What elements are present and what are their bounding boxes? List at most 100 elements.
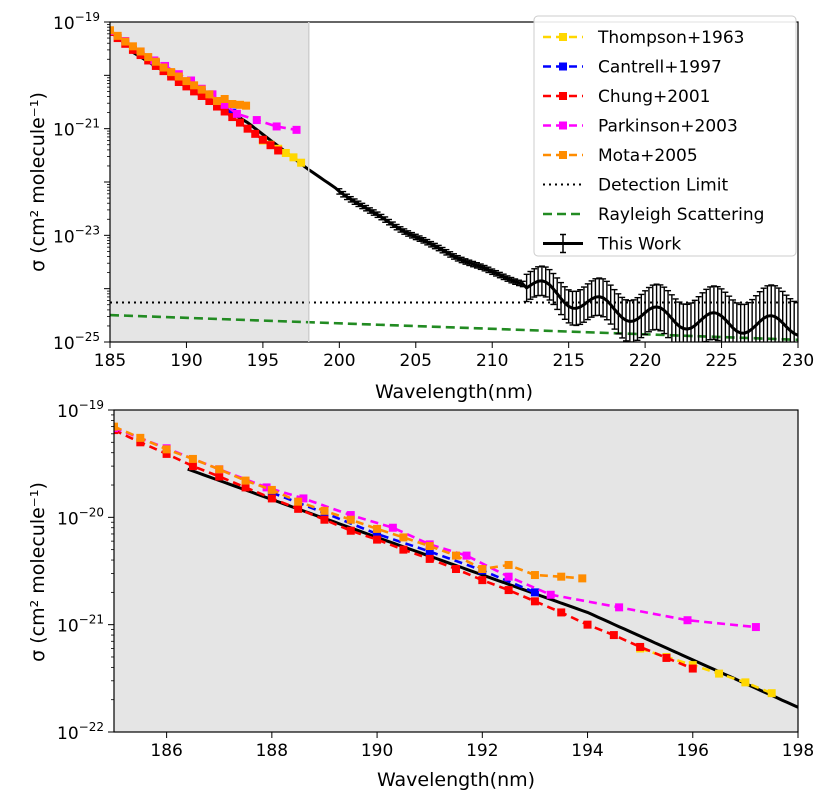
top-y-tick-label: 10−19 [53,10,100,34]
top-chung-2001-marker [151,61,160,70]
top-y-tick-label: 10−21 [53,117,100,141]
bottom-chung-2001-marker [609,631,618,640]
top-mota-2005-marker [190,81,199,90]
top-parkinson-2003-marker [252,116,261,125]
top-mota-2005-marker [151,57,160,66]
bottom-chung-2001-marker [425,554,434,563]
bottom-chung-2001-marker [399,545,408,554]
bottom-parkinson-2003-marker [346,511,355,520]
bottom-thompson-1963-marker [767,689,776,698]
legend-label: Chung+2001 [598,87,711,107]
legend-item-this-work: This Work [543,233,681,255]
top-parkinson-2003-marker [292,125,301,134]
bottom-parkinson-2003-marker [262,483,271,492]
bottom-mota-2005-marker [241,476,250,485]
legend-swatch-marker [559,151,567,159]
legend-label: Detection Limit [598,176,728,196]
bottom-chung-2001-marker [373,535,382,544]
top-mota-2005-marker [144,53,153,62]
bottom-chung-2001-marker [636,642,645,651]
top-mota-2005-marker [136,47,145,56]
top-chung-2001-marker [266,141,275,150]
bottom-chung-2001-marker [688,664,697,673]
bottom-chung-2001-marker [294,504,303,513]
top-x-tick-label: 225 [705,351,737,371]
top-mota-2005-marker [182,77,191,86]
bottom-mota-2005-marker [373,524,382,533]
bottom-parkinson-2003-marker [751,623,760,632]
top-chung-2001-marker [243,124,252,133]
bottom-mota-2005-group [114,422,587,583]
top-chung-2001-marker [258,135,267,144]
bottom-chung-2001-marker [346,526,355,535]
bottom-mota-2005-marker [530,571,539,580]
legend-swatch-marker [559,121,567,130]
top-thompson-1963-marker [289,153,298,162]
top-x-tick-label: 210 [476,351,508,371]
bottom-x-tick-label: 194 [571,741,603,761]
top-x-axis-label: Wavelength(nm) [375,381,533,403]
bottom-y-tick-label: 10−19 [57,398,104,422]
top-mota-2005-marker [167,68,176,77]
legend-item-cantrell-1997: Cantrell+1997 [543,58,722,78]
top-this-work-group [132,51,798,342]
top-mota-2005-marker [242,101,251,110]
legend-swatch-marker [559,92,567,100]
top-thompson-1963-marker [297,158,306,167]
bottom-x-tick-label: 186 [150,741,182,761]
top-mota-2005-marker [174,72,183,81]
top-y-axis-label: σ (cm² molecule⁻¹) [27,92,49,272]
bottom-chung-2001-marker [267,494,276,503]
bottom-parkinson-2003-marker [299,494,308,503]
top-x-tick-label: 195 [247,351,279,371]
bottom-mota-2005-marker [320,506,329,515]
top-chung-2001-marker [274,146,283,155]
top-parkinson-2003-marker [232,109,241,118]
bottom-mota-2005-marker [399,533,408,542]
top-chung-2001-marker [228,113,237,122]
top-chung-2001-marker [235,118,244,127]
legend-label: Mota+2005 [598,146,698,166]
bottom-thompson-1963-line [639,647,773,695]
top-mota-2005-marker [110,26,114,35]
bottom-mota-2005-marker [557,572,566,581]
bottom-plot-frame [113,409,799,733]
top-x-tick-label: 215 [552,351,584,371]
bottom-chung-2001-marker [162,449,171,458]
legend-label: Parkinson+2003 [598,117,738,137]
top-x-tick-label: 230 [782,351,814,371]
top-x-tick-label: 205 [400,351,432,371]
bottom-cantrell-1997-marker [530,588,539,597]
top-parkinson-2003-marker [220,100,229,109]
top-mota-2005-marker [235,100,244,109]
bottom-mota-2005-marker [478,565,487,574]
top-parkinson-2003-marker [187,76,196,85]
bottom-chung-2001-marker [662,653,671,662]
bottom-chung-2001-marker [583,620,592,629]
top-chung-2001-marker [220,107,229,116]
bottom-chung-2001-marker [478,576,487,585]
bottom-panel: 186 188 190 192 194 196 198 10−22 10−21 10−20 10−1… [27,398,814,791]
bottom-parkinson-2003-marker [615,603,624,612]
bottom-mota-2005-marker [162,445,171,454]
top-chung-2001-marker [174,77,183,86]
bottom-parkinson-2003-marker [504,572,513,581]
bottom-mota-2005-marker [136,433,145,442]
bottom-x-tick-label: 188 [256,741,288,761]
bottom-chung-2001-marker [557,608,566,617]
bottom-x-tick-label: 198 [782,741,814,761]
top-x-tick-label: 200 [323,351,355,371]
bottom-chung-2001-marker [188,462,197,471]
top-chung-2001-marker [213,102,222,111]
legend-item-parkinson-2003: Parkinson+2003 [543,117,738,137]
bottom-mota-2005-marker [452,551,460,560]
bottom-mota-2005-marker [267,485,276,494]
bottom-mota-2005-marker [504,560,513,569]
legend-item-thompson-1963: Thompson+1963 [543,28,744,48]
bottom-y-tick-label: 10−20 [57,505,104,529]
top-y-tick-label: 10−23 [53,223,100,247]
legend-item-mota-2005: Mota+2005 [543,146,698,166]
bottom-mota-2005-marker [294,497,303,506]
bottom-y-axis-label: σ (cm² molecule⁻¹) [27,482,49,662]
top-x-tick-label: 185 [94,351,126,371]
